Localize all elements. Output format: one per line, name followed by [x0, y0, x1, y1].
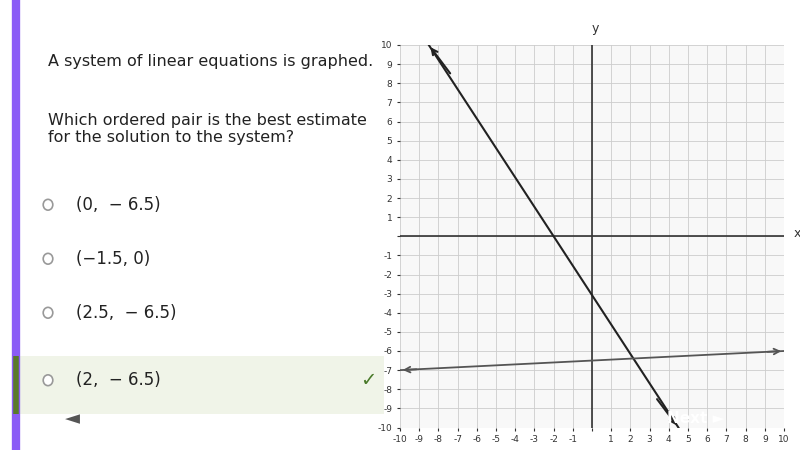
Text: A system of linear equations is graphed.: A system of linear equations is graphed.: [48, 54, 374, 69]
Circle shape: [43, 253, 53, 264]
Text: Which ordered pair is the best estimate
for the solution to the system?: Which ordered pair is the best estimate …: [48, 112, 367, 145]
Text: (0,  − 6.5): (0, − 6.5): [76, 196, 161, 214]
Bar: [16, 356, 384, 414]
Text: ◄: ◄: [65, 409, 79, 428]
Text: x: x: [794, 227, 800, 240]
Text: y: y: [591, 22, 598, 36]
Text: ✓: ✓: [360, 371, 376, 390]
Text: (2,  − 6.5): (2, − 6.5): [76, 371, 161, 389]
Text: (2.5,  − 6.5): (2.5, − 6.5): [76, 304, 177, 322]
Circle shape: [43, 375, 53, 386]
Text: (−1.5, 0): (−1.5, 0): [76, 250, 150, 268]
Text: Next ►: Next ►: [667, 411, 725, 426]
Circle shape: [43, 199, 53, 210]
Circle shape: [43, 307, 53, 318]
